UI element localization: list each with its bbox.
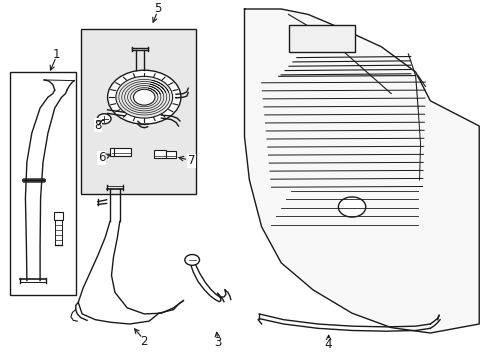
Text: 3: 3 — [213, 336, 221, 349]
Circle shape — [184, 255, 199, 265]
Bar — [109, 148, 114, 156]
Circle shape — [97, 114, 111, 124]
Bar — [154, 150, 166, 158]
Text: 7: 7 — [187, 154, 195, 167]
Text: 5: 5 — [153, 3, 161, 15]
Polygon shape — [244, 9, 478, 333]
Text: 6: 6 — [98, 151, 105, 164]
Text: 8: 8 — [94, 119, 102, 132]
Text: 1: 1 — [52, 48, 60, 60]
Bar — [10, 72, 76, 295]
Circle shape — [338, 197, 365, 217]
Circle shape — [107, 70, 181, 124]
Text: 4: 4 — [324, 338, 332, 351]
Circle shape — [116, 76, 172, 118]
Bar — [288, 25, 354, 52]
Bar — [54, 212, 62, 220]
Bar — [166, 151, 176, 158]
Circle shape — [133, 89, 155, 105]
Text: 2: 2 — [140, 335, 148, 348]
Bar — [112, 148, 131, 156]
Bar — [81, 29, 195, 194]
